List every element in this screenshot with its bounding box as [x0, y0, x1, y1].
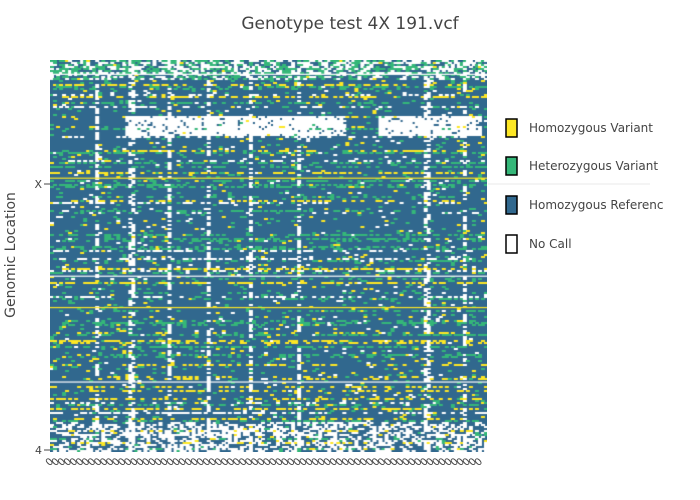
chart-title: Genotype test 4X 191.vcf [241, 14, 459, 34]
y-tick-label: 4 [35, 444, 42, 457]
y-tick-label: X [34, 178, 42, 191]
legend: Homozygous Variant Heterozygous Variant … [505, 118, 663, 254]
y-axis-ticks: X4 [34, 178, 50, 457]
heatmap-plot-area[interactable] [50, 60, 487, 452]
legend-label-heterozygous-variant: Heterozygous Variant [529, 159, 658, 173]
legend-item-homozygous-reference[interactable]: Homozygous Referenc [505, 195, 663, 215]
legend-swatch-homozygous-variant [505, 118, 518, 138]
legend-item-homozygous-variant[interactable]: Homozygous Variant [505, 118, 653, 138]
legend-swatch-no-call [505, 234, 518, 254]
heatmap-cells [50, 60, 487, 452]
x-axis-ticks: 0000000000000000000000000000000000000000… [44, 456, 485, 468]
legend-label-no-call: No Call [529, 237, 572, 251]
legend-label-homozygous-variant: Homozygous Variant [529, 121, 653, 135]
legend-swatch-heterozygous-variant [505, 156, 518, 176]
y-axis-label: Genomic Location [3, 192, 19, 318]
legend-label-homozygous-reference: Homozygous Referenc [529, 198, 663, 212]
legend-item-heterozygous-variant[interactable]: Heterozygous Variant [505, 156, 658, 176]
legend-swatch-homozygous-reference [505, 195, 518, 215]
legend-item-no-call[interactable]: No Call [505, 234, 572, 254]
